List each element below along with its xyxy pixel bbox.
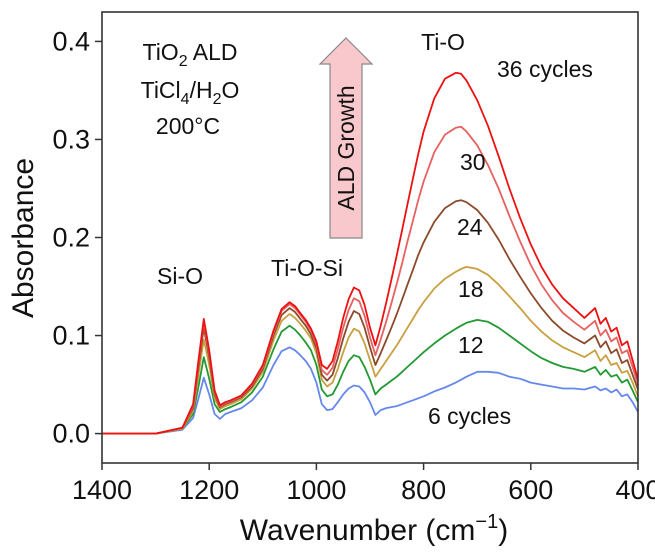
x-tick-label: 400 [615,475,655,505]
series-line-3 [102,266,639,435]
series-line-2 [102,319,639,435]
recipe-line-3: 200°C [156,113,220,139]
x-axis-title: Wavenumber (cm−1) [240,511,508,547]
growth-arrow-icon [318,37,374,239]
y-tick-label: 0.3 [52,124,90,154]
peak-label-ti-o-si: Ti-O-Si [271,255,343,281]
x-tick-label: 800 [401,475,446,505]
series-label-36: 36 cycles [497,56,593,82]
x-tick-label: 600 [508,475,553,505]
peak-label-si-o: Si-O [157,263,203,289]
series-label-12: 12 [458,332,484,358]
y-tick-label: 0.2 [52,223,90,253]
y-tick-label: 0.1 [52,321,90,351]
recipe-line-2: TiCl4/H2O [141,77,240,108]
y-tick-label: 0.0 [52,419,90,449]
series-label-6: 6 cycles [428,403,511,429]
x-tick-label: 1000 [286,475,346,505]
growth-arrow-label: ALD Growth [333,85,359,210]
y-axis-title: Absorbance [7,158,40,318]
series-line-4 [102,199,639,435]
recipe-line-1: TiO2 ALD [143,39,238,70]
series-line-1 [102,346,639,435]
series-layer [102,71,639,435]
series-line-6 [102,71,639,435]
y-tick-label: 0.4 [52,26,90,56]
tick-layer: 1400 1200 1000 800 600 400 0.0 0.1 0.2 0.3 0.4 [52,26,655,505]
x-tick-label: 1200 [179,475,239,505]
series-label-30: 30 [460,149,486,175]
peak-label-ti-o: Ti-O [421,29,465,55]
x-tick-label: 1400 [72,475,132,505]
series-label-24: 24 [457,214,483,240]
series-label-18: 18 [458,276,484,302]
